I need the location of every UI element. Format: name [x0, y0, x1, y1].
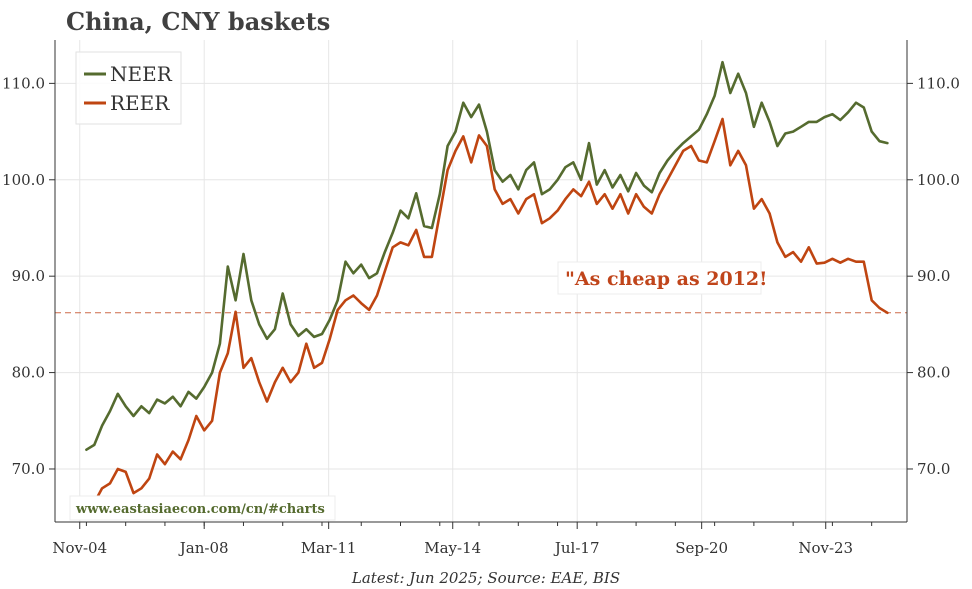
- x-tick-label: May-14: [424, 539, 481, 557]
- series-line-neer: [85, 60, 889, 452]
- legend-label-reer: REER: [110, 91, 170, 115]
- watermark: www.eastasiaecon.com/cn/#charts: [69, 495, 336, 521]
- chart-title: China, CNY baskets: [66, 7, 330, 36]
- watermark-text: www.eastasiaecon.com/cn/#charts: [75, 502, 325, 517]
- y-tick-label-right: 70.0: [917, 460, 950, 478]
- annotation-box: [557, 261, 762, 295]
- legend: NEER REER: [75, 51, 182, 125]
- x-tick-label: Nov-23: [798, 539, 853, 557]
- tick-labels: 70.0 70.0 80.0 80.0 90.0 90.0 100.0 100.0 110.0 1…: [2, 74, 960, 557]
- legend-label-neer: NEER: [110, 62, 173, 86]
- y-tick-label-left: 90.0: [12, 267, 45, 285]
- x-tick-label: Nov-04: [52, 539, 107, 557]
- series-line-reer: [85, 117, 889, 506]
- x-tick-label: Mar-11: [301, 539, 357, 557]
- annotation: "As cheap as 2012!: [557, 261, 767, 295]
- annotation-text: "As cheap as 2012!: [565, 268, 767, 290]
- x-tick-label: Jul-17: [553, 539, 600, 557]
- y-tick-label-left: 70.0: [12, 460, 45, 478]
- legend-box: [75, 51, 182, 125]
- y-tick-label-left: 100.0: [2, 171, 45, 189]
- y-tick-label-right: 80.0: [917, 364, 950, 382]
- y-tick-label-left: 110.0: [2, 74, 45, 92]
- y-tick-label-right: 90.0: [917, 267, 950, 285]
- y-tick-label-right: 100.0: [917, 171, 960, 189]
- y-tick-label-left: 80.0: [12, 364, 45, 382]
- axes: [49, 40, 913, 529]
- source-note: Latest: Jun 2025; Source: EAE, BIS: [351, 569, 620, 587]
- x-tick-label: Sep-20: [675, 539, 728, 557]
- watermark-box: [69, 495, 336, 521]
- y-tick-label-right: 110.0: [917, 74, 960, 92]
- x-tick-label: Jan-08: [178, 539, 229, 557]
- series-lines: [85, 60, 889, 506]
